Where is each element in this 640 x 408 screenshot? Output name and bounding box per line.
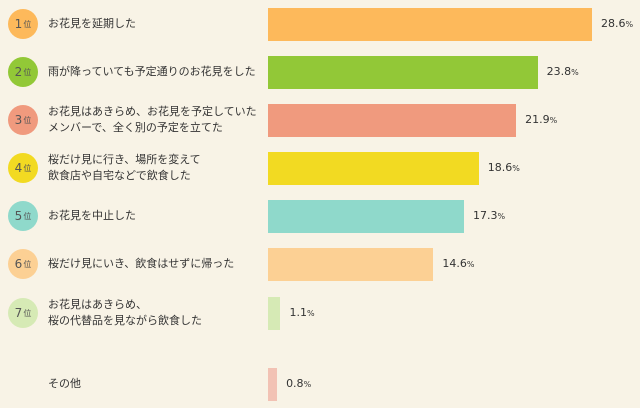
rank-suffix: 位 — [23, 19, 32, 29]
rank-suffix: 位 — [23, 67, 32, 77]
bar-category-label: お花見はあきらめ、お花見を予定していた メンバーで、全く別の予定を立てた — [48, 105, 257, 134]
bar-category-label: 桜だけ見にいき、飲食はせずに帰った — [48, 257, 235, 270]
bar — [268, 367, 278, 401]
bar — [268, 247, 434, 281]
rank-suffix: 位 — [23, 163, 32, 173]
rank-number: 6 — [14, 257, 23, 271]
bar-value-label: 14.6% — [442, 257, 475, 270]
rank-number: 5 — [14, 209, 23, 223]
bar — [268, 55, 538, 89]
bar-category-label: お花見はあきらめ、 桜の代替品を見ながら飲食した — [48, 298, 202, 327]
rank-number: 7 — [14, 306, 23, 320]
bar-category-label: その他 — [48, 377, 81, 390]
bar — [268, 199, 464, 233]
rank-suffix: 位 — [23, 115, 32, 125]
rank-suffix: 位 — [23, 211, 32, 221]
bar-category-label: 桜だけ見に行き、場所を変えて 飲食店や自宅などで飲食した — [48, 153, 201, 182]
bar-value-label: 17.3% — [472, 209, 506, 222]
bar — [268, 296, 281, 330]
rank-number: 3 — [14, 113, 23, 127]
bar-value-label: 21.9% — [525, 113, 558, 126]
bar — [268, 103, 517, 137]
bar-category-label: 雨が降っていても予定通りのお花見をした — [48, 65, 256, 78]
bar — [268, 7, 592, 41]
bar-category-label: お花見を中止した — [48, 209, 136, 222]
bar-value-label: 18.6% — [487, 161, 520, 174]
bar-value-label: 1.1% — [289, 306, 315, 319]
rank-number: 4 — [14, 161, 23, 175]
rank-suffix: 位 — [23, 259, 32, 269]
bar-value-label: 28.6% — [601, 17, 634, 30]
bar-value-label: 0.8% — [286, 377, 312, 390]
bar-category-label: お花見を延期した — [48, 17, 136, 30]
rank-suffix: 位 — [23, 308, 32, 318]
rank-number: 1 — [14, 17, 23, 31]
bar-value-label: 23.8% — [546, 65, 579, 78]
bar — [268, 151, 479, 185]
rank-number: 2 — [14, 65, 23, 79]
